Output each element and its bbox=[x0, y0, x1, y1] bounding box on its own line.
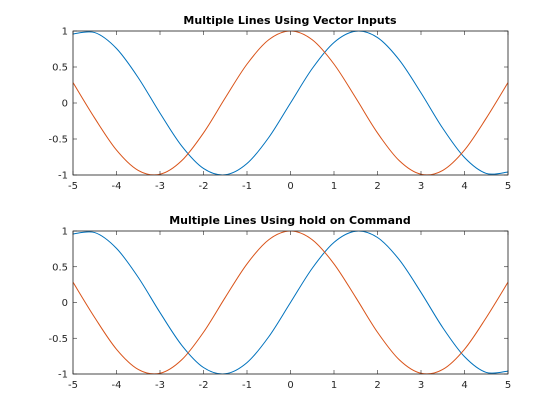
subplot-top-title: Multiple Lines Using Vector Inputs bbox=[183, 14, 397, 27]
subplot-top-xtick-label: 1 bbox=[331, 181, 337, 192]
subplot-top-xtick-label: -5 bbox=[68, 181, 78, 192]
subplot-top-xtick-label: 5 bbox=[505, 181, 511, 192]
subplot-bottom-ytick-label: 0 bbox=[62, 298, 68, 309]
subplot-bottom-xtick-label: -3 bbox=[155, 380, 165, 391]
subplot-top: Multiple Lines Using Vector Inputs -5 -4 -… bbox=[48, 14, 511, 192]
subplot-top-xtick-label: -3 bbox=[155, 181, 165, 192]
subplot-bottom-ytick-label: 1 bbox=[62, 227, 68, 238]
subplot-top-xtick-label: 4 bbox=[461, 181, 467, 192]
subplot-top-ytick-label: -1 bbox=[58, 171, 68, 182]
subplot-top-xtick-label: 2 bbox=[374, 181, 380, 192]
subplot-bottom-series-1-line bbox=[73, 231, 508, 374]
subplot-top-xtick-label: -4 bbox=[112, 181, 122, 192]
subplot-bottom-xtick-label: -5 bbox=[68, 380, 78, 391]
subplot-top-xtick-label: -2 bbox=[199, 181, 209, 192]
subplot-top-ytick-label: 0 bbox=[62, 99, 68, 110]
subplot-bottom-xtick-label: 2 bbox=[374, 380, 380, 391]
subplot-bottom-series-2-line bbox=[73, 231, 508, 374]
subplot-bottom-xtick-label: 3 bbox=[418, 380, 424, 391]
subplot-top-xtick-label: 0 bbox=[287, 181, 293, 192]
subplot-top-ytick-label: 1 bbox=[62, 27, 68, 38]
subplot-bottom: Multiple Lines Using hold on Command -5-… bbox=[48, 214, 511, 391]
subplot-bottom-xtick-label: 4 bbox=[461, 380, 467, 391]
subplot-bottom-ytick-label: -1 bbox=[58, 370, 68, 381]
subplot-top-ytick-label: -0.5 bbox=[48, 135, 68, 146]
subplot-bottom-ytick-label: -0.5 bbox=[48, 334, 68, 345]
subplot-top-series-1-line bbox=[73, 31, 508, 175]
subplot-top-xtick-label: 3 bbox=[418, 181, 424, 192]
subplot-bottom-title: Multiple Lines Using hold on Command bbox=[169, 214, 411, 227]
subplot-bottom-xtick-label: -1 bbox=[242, 380, 252, 391]
subplot-bottom-xtick-label: -4 bbox=[112, 380, 122, 391]
subplot-bottom-xtick-label: 0 bbox=[287, 380, 293, 391]
subplot-top-series-2-line bbox=[73, 31, 508, 175]
subplot-bottom-ytick-label: 0.5 bbox=[52, 262, 68, 273]
subplot-top-ytick-label: 0.5 bbox=[52, 63, 68, 74]
subplot-top-xtick-label: -1 bbox=[242, 181, 252, 192]
subplot-bottom-xtick-label: -2 bbox=[199, 380, 209, 391]
subplot-bottom-xtick-label: 5 bbox=[505, 380, 511, 391]
subplot-bottom-xtick-label: 1 bbox=[331, 380, 337, 391]
